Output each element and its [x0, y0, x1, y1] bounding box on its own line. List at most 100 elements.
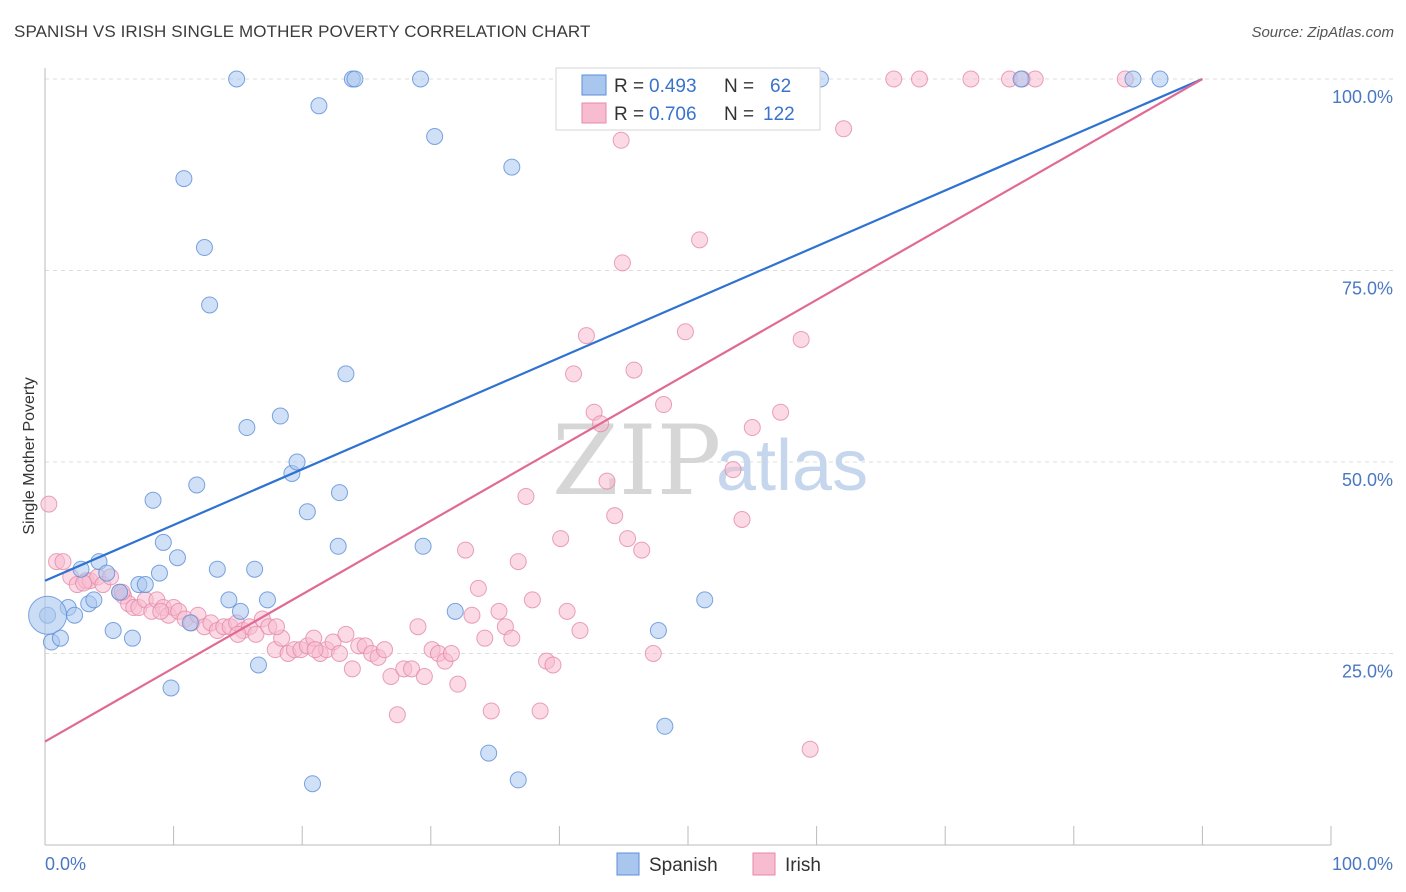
irish-point [606, 507, 624, 525]
irish-point [571, 622, 589, 640]
spanish-point [503, 158, 521, 176]
legend-swatch-irish [581, 102, 607, 124]
irish-point [565, 365, 583, 383]
spanish-point [150, 564, 168, 582]
irish-point [469, 579, 487, 597]
irish-point [613, 254, 631, 272]
spanish-point [208, 560, 226, 578]
watermark-atlas: atlas [716, 426, 868, 506]
x-tick-label-min: 0.0% [45, 854, 86, 874]
spanish-point [446, 602, 464, 620]
spanish-point [298, 503, 316, 521]
irish-point [523, 591, 541, 609]
irish-point [415, 667, 433, 685]
spanish-point [228, 70, 246, 88]
irish-point [503, 629, 521, 647]
trendlines [44, 77, 1203, 743]
irish-point [490, 602, 508, 620]
legend-r-label-irish: R = [614, 104, 644, 125]
spanish-point [330, 484, 348, 502]
irish-point [517, 487, 535, 505]
irish-point [612, 131, 630, 149]
irish-point [476, 629, 494, 647]
irish-point [644, 645, 662, 662]
spanish-point [220, 591, 238, 609]
irish-points [40, 70, 1134, 758]
spanish-point [231, 602, 249, 620]
spanish-point [649, 622, 667, 640]
bottom-legend-label-spanish: Spanish [649, 855, 718, 876]
irish-point [676, 323, 694, 341]
spanish-point [98, 564, 116, 582]
irish-point [306, 641, 324, 659]
irish-point [75, 574, 93, 592]
y-tick-label: 50.0% [1342, 470, 1393, 490]
spanish-point [337, 365, 355, 383]
spanish-point [144, 491, 162, 509]
irish-point [382, 667, 400, 685]
spanish-point [238, 419, 256, 437]
spanish-point [168, 549, 186, 567]
irish-point [54, 553, 72, 571]
irish-point [691, 231, 709, 249]
irish-point [531, 702, 549, 720]
spanish-point [346, 70, 364, 88]
spanish-trendline [44, 77, 1203, 582]
spanish-points [28, 70, 1169, 793]
y-tick-labels: 100.0% 75.0% 50.0% 25.0% [1332, 87, 1393, 682]
irish-point [457, 541, 475, 559]
spanish-point [201, 296, 219, 314]
irish-point [229, 625, 247, 643]
spanish-point [181, 614, 199, 632]
irish-point [910, 70, 928, 88]
spanish-point [303, 775, 321, 793]
x-tick-label-max: 100.0% [1332, 854, 1393, 874]
irish-point [509, 553, 527, 571]
irish-point [619, 530, 637, 548]
irish-point [337, 625, 355, 643]
spanish-point [656, 717, 674, 735]
irish-point [343, 660, 361, 678]
spanish-point [426, 127, 444, 145]
legend-n-label-spanish: N = [724, 76, 754, 97]
spanish-point [288, 453, 306, 471]
legend-r-value-spanish: 0.493 [649, 76, 697, 97]
legend-n-value-spanish: 62 [770, 76, 791, 97]
x-ticks [44, 826, 1332, 845]
spanish-point [509, 771, 527, 789]
legend-n-value-irish: 122 [763, 104, 795, 125]
spanish-point [195, 239, 213, 257]
spanish-point [175, 170, 193, 188]
spanish-point [188, 476, 206, 494]
chart-title: SPANISH VS IRISH SINGLE MOTHER POVERTY C… [14, 22, 591, 41]
irish-point [247, 625, 265, 643]
irish-point [330, 645, 348, 662]
y-tick-label: 75.0% [1342, 279, 1393, 299]
spanish-point [412, 70, 430, 88]
spanish-point [480, 744, 498, 762]
irish-point [558, 602, 576, 620]
irish-point [733, 510, 751, 528]
irish-point [449, 675, 467, 693]
irish-point [442, 645, 460, 662]
irish-point [962, 70, 980, 88]
irish-point [376, 641, 394, 659]
irish-point [655, 396, 673, 414]
irish-point [482, 702, 500, 720]
irish-point [409, 618, 427, 636]
spanish-point [246, 560, 264, 578]
legend-swatch-spanish [581, 74, 607, 96]
irish-point [577, 327, 595, 345]
y-axis-label: Single Mother Poverty [21, 377, 38, 534]
irish-point [835, 120, 853, 138]
irish-point [403, 660, 421, 678]
spanish-point [258, 591, 276, 609]
irish-point [772, 403, 790, 421]
watermark-zip: ZIP [552, 405, 721, 517]
irish-point [633, 541, 651, 559]
legend-r-label-spanish: R = [614, 76, 644, 97]
spanish-point [136, 576, 154, 594]
spanish-point [414, 537, 432, 555]
irish-point [1026, 70, 1044, 88]
spanish-point [271, 407, 289, 425]
